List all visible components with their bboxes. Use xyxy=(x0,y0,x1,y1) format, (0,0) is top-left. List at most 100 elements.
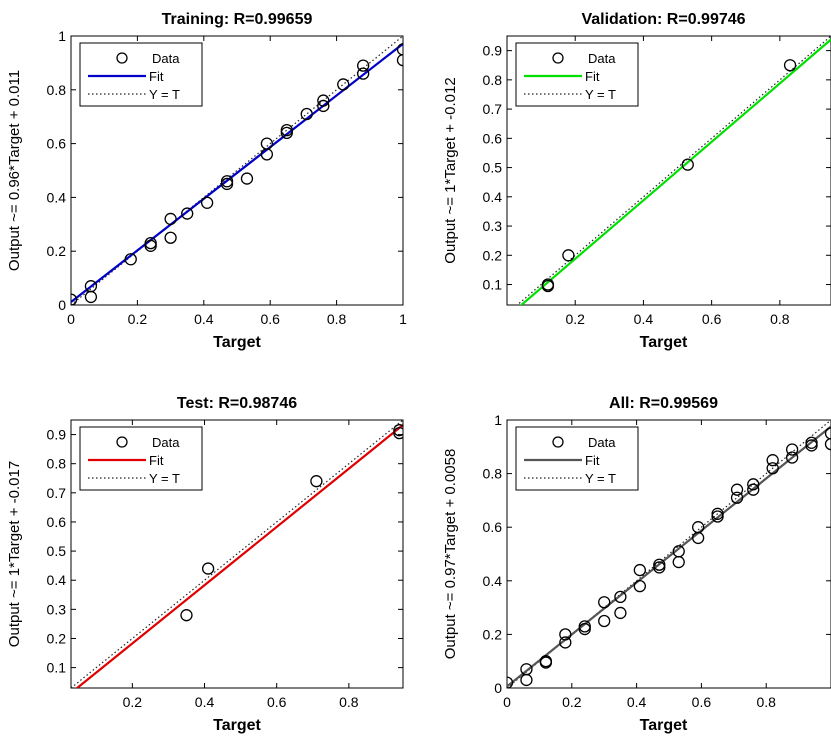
plot-area xyxy=(71,36,403,305)
x-axis-label: Target xyxy=(640,334,688,351)
data-point xyxy=(783,59,797,72)
y-tick-label: 0.9 xyxy=(47,427,67,443)
legend-box xyxy=(79,42,203,107)
data-point xyxy=(681,158,694,171)
data-point xyxy=(317,99,330,113)
data-point xyxy=(396,43,403,56)
data-point xyxy=(824,437,831,451)
data-point xyxy=(337,78,350,91)
data-point xyxy=(578,620,591,633)
data-point xyxy=(220,175,234,188)
x-tick-label: 0.4 xyxy=(195,694,215,710)
data-point xyxy=(164,212,177,226)
data-point xyxy=(310,475,323,488)
x-tick-label: 0.2 xyxy=(562,694,582,710)
legend-data-marker xyxy=(116,436,128,448)
y-tick-label: 0.7 xyxy=(47,485,67,501)
plot-area xyxy=(507,420,831,688)
fit-line xyxy=(519,38,831,305)
data-point xyxy=(396,54,403,67)
y-tick-label: 0.3 xyxy=(47,601,67,617)
y-tick-label: 0.1 xyxy=(483,277,503,293)
y-tick-label: 0.8 xyxy=(47,456,67,472)
legend-yt-label: Y = T xyxy=(585,87,616,102)
legend-box xyxy=(79,426,203,491)
y-tick-label: 0.4 xyxy=(483,573,503,589)
data-point xyxy=(357,59,370,72)
data-point xyxy=(200,196,214,209)
y-tick-label: 0.6 xyxy=(483,130,503,146)
y-tick-label: 0.5 xyxy=(483,160,503,176)
y-tick-label: 0.7 xyxy=(483,101,503,117)
data-point xyxy=(730,491,744,504)
x-tick-label: 0.2 xyxy=(123,694,143,710)
data-point xyxy=(730,483,744,496)
legend-yt-label: Y = T xyxy=(149,471,180,486)
data-point xyxy=(633,563,646,577)
y-tick-label: 0.8 xyxy=(483,466,503,482)
data-point xyxy=(747,483,760,496)
y-tick-label: 0.8 xyxy=(47,82,67,98)
y-tick-label: 0.2 xyxy=(483,626,503,642)
y-tick-label: 0.6 xyxy=(47,514,67,530)
data-point xyxy=(520,673,533,687)
plot-3: Test: R=0.98746 Target Output ~= 1*Target … xyxy=(6,395,404,734)
x-tick-label: 0.8 xyxy=(770,311,790,327)
data-point xyxy=(559,628,572,641)
y-tick-label: 0.4 xyxy=(483,189,503,205)
x-tick-label: 0 xyxy=(503,694,511,710)
y-axis-label: Output ~= 0.96*Target + 0.011 xyxy=(6,70,23,271)
y-equals-t-line xyxy=(516,36,831,305)
plot-4: All: R=0.99569 Target Output ~= 0.97*Targe… xyxy=(442,395,831,734)
data-point xyxy=(766,454,779,467)
data-point xyxy=(181,207,194,220)
x-tick-label: 1 xyxy=(399,311,407,327)
x-tick-label: 0.2 xyxy=(565,311,585,327)
data-point xyxy=(201,562,215,575)
x-axis-label: Target xyxy=(640,717,688,734)
data-point xyxy=(180,609,193,622)
fit-line xyxy=(75,424,403,688)
legend-data-marker xyxy=(552,436,564,448)
data-point xyxy=(824,427,831,440)
legend-fit-label: Fit xyxy=(585,69,600,84)
x-tick-label: 0.2 xyxy=(128,311,148,327)
legend-fit-label: Fit xyxy=(149,453,164,468)
legend-data-label: Data xyxy=(588,51,616,66)
plot-title: All: R=0.99569 xyxy=(609,395,718,412)
plot-title: Validation: R=0.99746 xyxy=(581,11,745,28)
y-tick-label: 1 xyxy=(494,412,502,428)
data-point xyxy=(692,521,705,534)
data-point xyxy=(124,253,137,266)
y-tick-label: 0.2 xyxy=(47,243,67,259)
legend-box xyxy=(515,42,639,107)
y-axis-label: Output ~= 1*Target + -0.017 xyxy=(6,461,23,647)
legend-data-label: Data xyxy=(588,435,616,450)
data-point xyxy=(614,606,627,620)
x-tick-label: 0.6 xyxy=(260,311,280,327)
y-tick-label: 0.6 xyxy=(47,136,67,152)
data-point xyxy=(785,451,799,464)
legend-yt-label: Y = T xyxy=(585,471,616,486)
legend-fit-label: Fit xyxy=(149,69,164,84)
legend-data-label: Data xyxy=(152,51,180,66)
data-point xyxy=(614,590,627,604)
legend-box xyxy=(515,426,639,491)
data-point xyxy=(672,545,685,558)
data-point xyxy=(559,636,572,649)
y-tick-label: 0.8 xyxy=(483,72,503,88)
data-point xyxy=(84,290,98,304)
y-tick-label: 0.3 xyxy=(483,218,503,234)
x-tick-label: 0.6 xyxy=(692,694,712,710)
x-tick-label: 0.4 xyxy=(627,694,647,710)
data-point xyxy=(300,107,313,121)
data-point xyxy=(71,293,78,305)
data-point xyxy=(539,656,553,669)
plot-2: Validation: R=0.99746 Target Output ~= 1*T… xyxy=(442,11,831,351)
legend-data-label: Data xyxy=(152,435,180,450)
legend-data-marker xyxy=(116,52,128,64)
data-point xyxy=(260,137,274,150)
plot-title: Test: R=0.98746 xyxy=(177,395,297,412)
data-point xyxy=(653,558,666,571)
